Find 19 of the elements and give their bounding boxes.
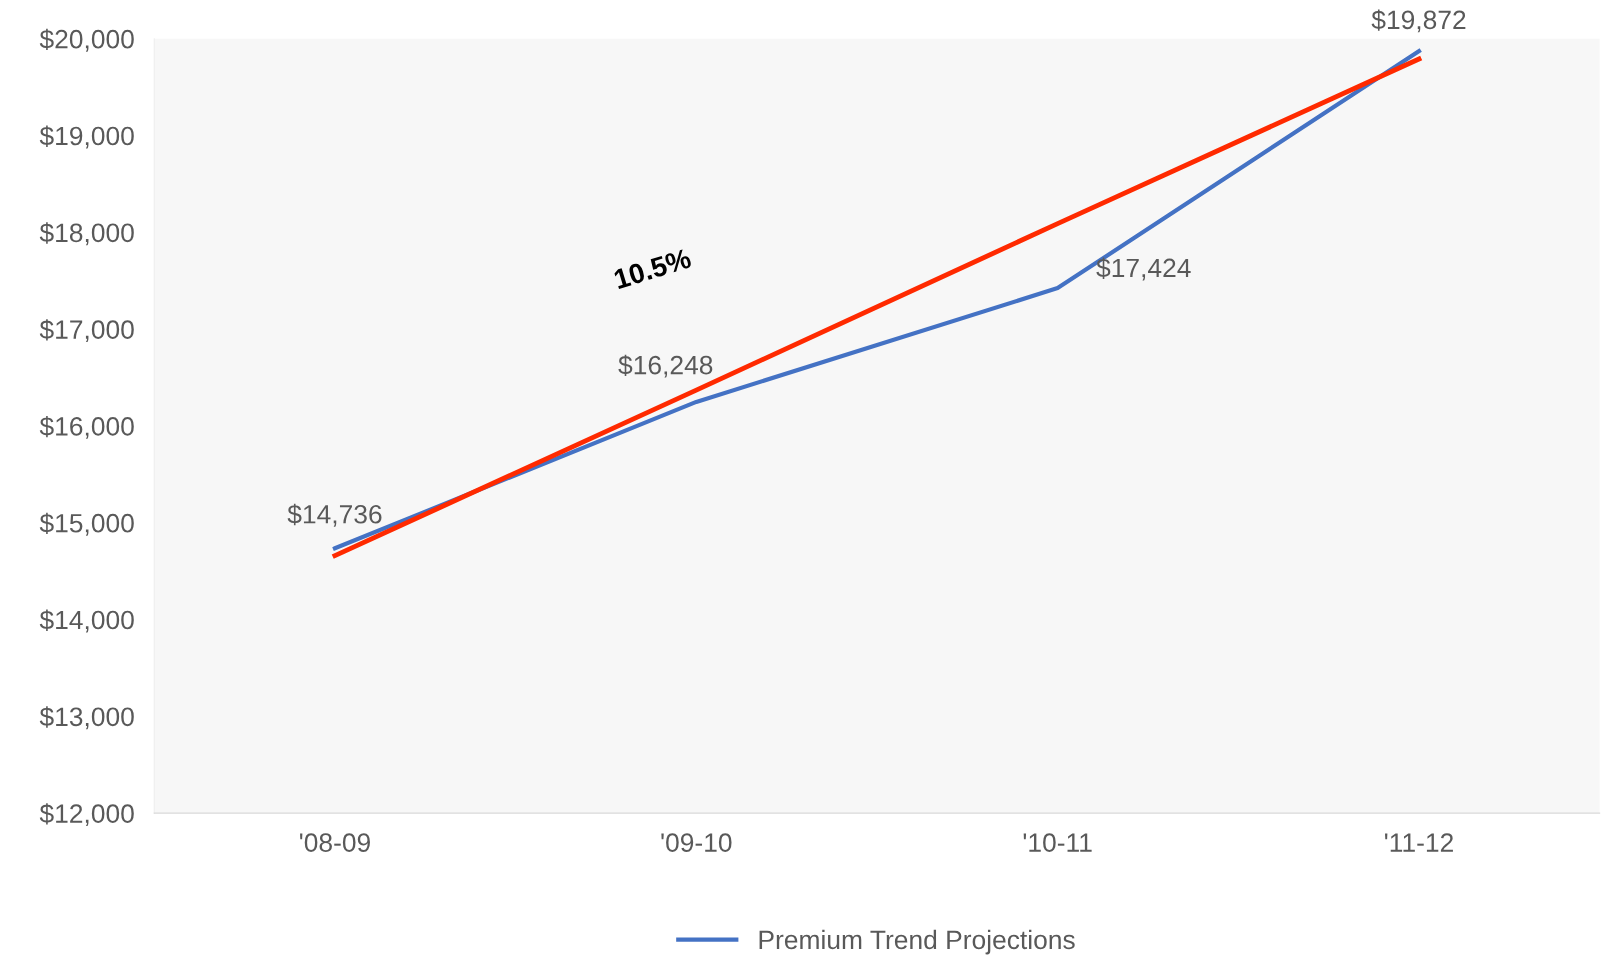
x-tick-label: '09-10 (661, 833, 732, 852)
x-tick-label: '08-09 (300, 833, 370, 852)
y-tick-label: $14,000 (39, 609, 134, 633)
data-label: $14,736 (287, 503, 382, 527)
y-tick-label: $13,000 (39, 706, 134, 730)
data-label: $17,424 (1096, 257, 1191, 281)
y-tick-label: $19,000 (39, 125, 134, 149)
legend-label: Premium Trend Projections (759, 929, 1075, 955)
data-label: $16,248 (618, 354, 713, 378)
y-tick-label: $15,000 (39, 512, 134, 536)
x-tick-label: '10-11 (1023, 833, 1092, 852)
x-tick-label: '11-12 (1385, 833, 1453, 852)
y-tick-label: $16,000 (39, 415, 134, 439)
y-tick-label: $17,000 (39, 319, 134, 343)
y-tick-label: $18,000 (39, 222, 134, 246)
y-tick-label: $12,000 (39, 803, 134, 827)
annotation: 10.5% (613, 248, 693, 290)
y-tick-label: $20,000 (39, 28, 134, 52)
data-label: $19,872 (1371, 9, 1466, 33)
